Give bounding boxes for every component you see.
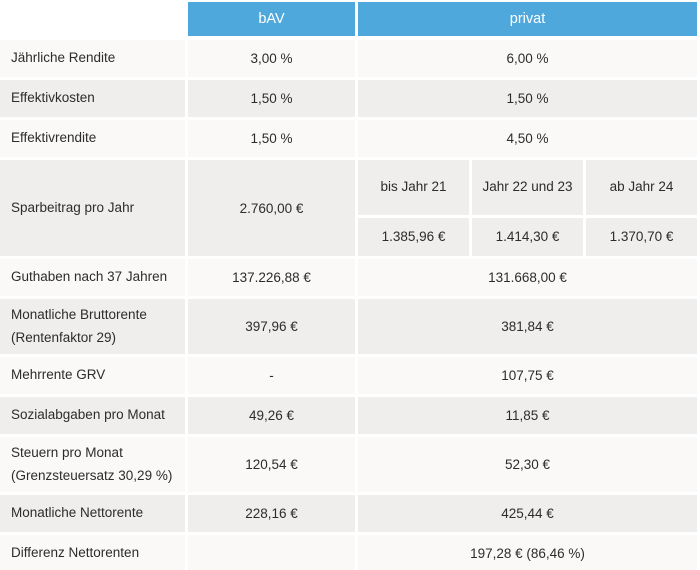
privat-sub-table: bis Jahr 21 Jahr 22 und 23 ab Jahr 24 1.… (358, 160, 697, 256)
sub-value: 1.385,96 € (358, 218, 469, 256)
privat-value: 381,84 € (358, 299, 697, 354)
row-label: Jährliche Rendite (0, 40, 185, 77)
privat-value: 11,85 € (358, 397, 697, 434)
row-label: Effektivrendite (0, 120, 185, 157)
table-row-sparbeitrag: Sparbeitrag pro Jahr 2.760,00 € bis Jahr… (0, 160, 697, 256)
bav-value: 3,00 % (188, 40, 355, 77)
privat-value: 107,75 € (358, 357, 697, 394)
row-label: Monatliche Nettorente (0, 495, 185, 532)
table-row: Jährliche Rendite 3,00 % 6,00 % (0, 40, 697, 77)
bav-value: 49,26 € (188, 397, 355, 434)
table-row: Effektivrendite 1,50 % 4,50 % (0, 120, 697, 157)
sub-column-header: ab Jahr 24 (586, 160, 697, 215)
header-spacer-cell (0, 2, 185, 36)
sub-value: 1.414,30 € (472, 218, 583, 256)
table-row: Monatliche Bruttorente (Rentenfaktor 29)… (0, 299, 697, 354)
row-label: Guthaben nach 37 Jahren (0, 259, 185, 296)
table-row: Steuern pro Monat (Grenzsteuersatz 30,29… (0, 437, 697, 492)
bav-value: 1,50 % (188, 120, 355, 157)
table-header-row: bAV privat (0, 2, 697, 36)
bav-value: - (188, 357, 355, 394)
bav-value: 120,54 € (188, 437, 355, 492)
table-row: Effektivkosten 1,50 % 1,50 % (0, 80, 697, 117)
table-row: Differenz Nettorenten 197,28 € (86,46 %) (0, 535, 697, 570)
table-row: Mehrrente GRV - 107,75 € (0, 357, 697, 394)
row-label: Effektivkosten (0, 80, 185, 117)
privat-value: 197,28 € (86,46 %) (358, 535, 697, 570)
bav-value: 2.760,00 € (188, 160, 355, 256)
bav-value: 397,96 € (188, 299, 355, 354)
sub-header-row: bis Jahr 21 Jahr 22 und 23 ab Jahr 24 (358, 160, 697, 215)
sub-column-header: Jahr 22 und 23 (472, 160, 583, 215)
privat-value: 6,00 % (358, 40, 697, 77)
column-header-bav: bAV (188, 2, 355, 36)
row-label: Monatliche Bruttorente (Rentenfaktor 29) (0, 299, 185, 354)
bav-value: 137.226,88 € (188, 259, 355, 296)
row-label: Sozialabgaben pro Monat (0, 397, 185, 434)
privat-value: 4,50 % (358, 120, 697, 157)
row-label: Steuern pro Monat (Grenzsteuersatz 30,29… (0, 437, 185, 492)
bav-value (188, 535, 355, 570)
privat-value: 425,44 € (358, 495, 697, 532)
privat-value: 1,50 % (358, 80, 697, 117)
sub-value-row: 1.385,96 € 1.414,30 € 1.370,70 € (358, 218, 697, 256)
column-header-privat: privat (358, 2, 697, 36)
table-row: Monatliche Nettorente 228,16 € 425,44 € (0, 495, 697, 532)
privat-value: 52,30 € (358, 437, 697, 492)
privat-value: 131.668,00 € (358, 259, 697, 296)
bav-value: 228,16 € (188, 495, 355, 532)
row-label: Differenz Nettorenten (0, 535, 185, 570)
bav-value: 1,50 % (188, 80, 355, 117)
table-row: Sozialabgaben pro Monat 49,26 € 11,85 € (0, 397, 697, 434)
table-row: Guthaben nach 37 Jahren 137.226,88 € 131… (0, 259, 697, 296)
sub-value: 1.370,70 € (586, 218, 697, 256)
row-label: Sparbeitrag pro Jahr (0, 160, 185, 256)
sub-column-header: bis Jahr 21 (358, 160, 469, 215)
row-label: Mehrrente GRV (0, 357, 185, 394)
